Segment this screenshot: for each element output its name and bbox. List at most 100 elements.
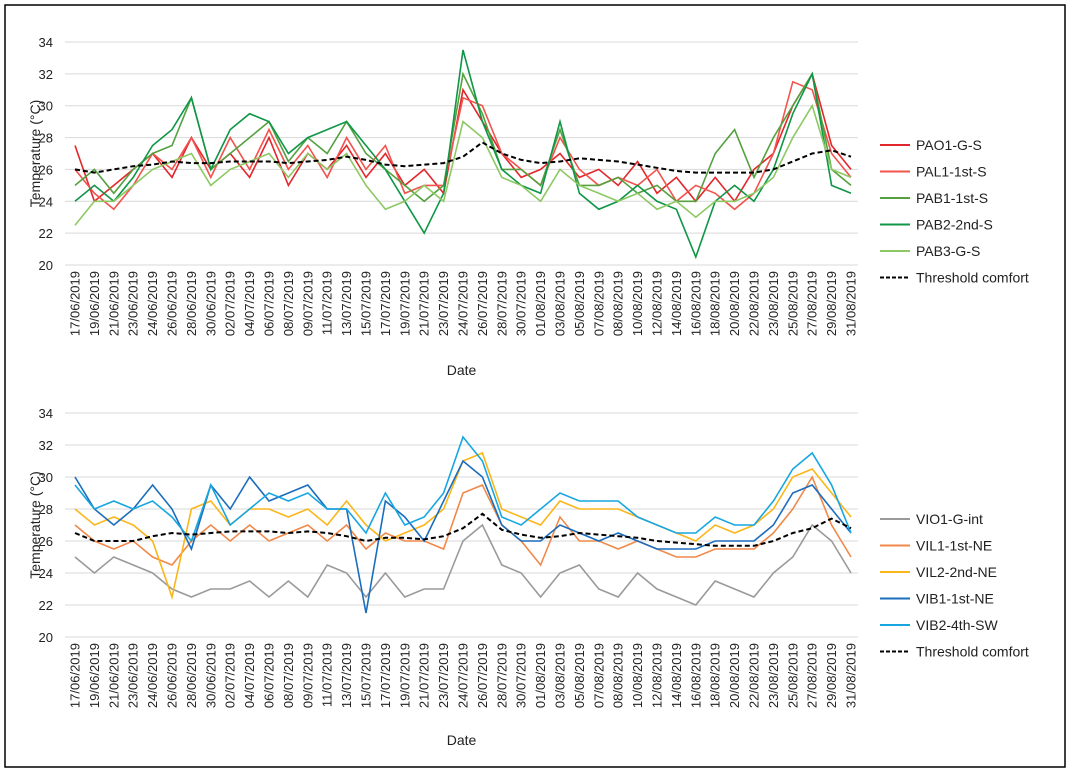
x-tick-label: 23/07/2019 [436, 271, 451, 336]
x-tick-label: 23/07/2019 [436, 643, 451, 708]
legend-label: PAO1-G-S [916, 137, 982, 153]
y-tick-label: 26 [39, 162, 53, 177]
y-tick-label: 32 [39, 67, 53, 82]
x-tick-label: 16/08/2019 [688, 271, 703, 336]
series-line [74, 523, 852, 606]
x-tick-label: 23/06/2019 [126, 643, 141, 708]
legend-label: PAB2-2nd-S [916, 217, 993, 233]
y-tick-label: 22 [39, 226, 53, 241]
x-tick-label: 26/07/2019 [475, 643, 490, 708]
y-tick-label: 24 [39, 566, 53, 581]
y-tick-label: 34 [39, 35, 53, 50]
x-tick-label: 07/08/2019 [591, 643, 606, 708]
x-tick-label: 09/07/2019 [300, 643, 315, 708]
series-line [74, 435, 852, 543]
x-tick-label: 02/07/2019 [223, 271, 238, 336]
x-tick-label: 28/07/2019 [494, 271, 509, 336]
x-tick-label: 19/07/2019 [397, 271, 412, 336]
x-tick-label: 07/08/2019 [591, 271, 606, 336]
legend-label: VIB1-1st-NE [916, 591, 994, 607]
y-tick-label: 20 [39, 258, 53, 273]
x-tick-label: 25/08/2019 [785, 271, 800, 336]
x-tick-label: 05/08/2019 [572, 643, 587, 708]
x-tick-label: 21/07/2019 [417, 271, 432, 336]
x-tick-label: 27/08/2019 [805, 643, 820, 708]
x-tick-label: 28/06/2019 [184, 643, 199, 708]
series-line [74, 49, 852, 260]
x-tick-label: 17/06/2019 [68, 271, 83, 336]
x-tick-label: 23/06/2019 [126, 271, 141, 336]
x-tick-label: 16/08/2019 [688, 643, 703, 708]
y-tick-label: 20 [39, 630, 53, 645]
x-tick-label: 21/06/2019 [106, 643, 121, 708]
x-tick-label: 26/07/2019 [475, 271, 490, 336]
series-line [74, 71, 852, 203]
x-tick-label: 05/08/2019 [572, 271, 587, 336]
x-tick-label: 17/07/2019 [378, 643, 393, 708]
x-tick-label: 04/07/2019 [242, 643, 257, 708]
y-tick-label: 34 [39, 406, 53, 421]
x-tick-label: 30/06/2019 [203, 271, 218, 336]
x-tick-label: 12/08/2019 [650, 271, 665, 336]
y-tick-label: 28 [39, 502, 53, 517]
series-line [74, 459, 852, 614]
x-tick-label: 14/08/2019 [669, 271, 684, 336]
legend-label: PAB3-G-S [916, 243, 980, 259]
x-tick-label: 24/06/2019 [145, 643, 160, 708]
x-tick-label: 25/08/2019 [785, 643, 800, 708]
x-tick-label: 06/07/2019 [262, 271, 277, 336]
x-tick-label: 08/08/2019 [611, 271, 626, 336]
legend-label: VIB2-4th-SW [916, 617, 998, 633]
legend-label: PAB1-1st-S [916, 190, 988, 206]
x-tick-label: 19/06/2019 [87, 643, 102, 708]
x-tick-label: 24/07/2019 [456, 271, 471, 336]
x-tick-label: 08/07/2019 [281, 271, 296, 336]
y-tick-label: 22 [39, 598, 53, 613]
legend-label: VIL1-1st-NE [916, 538, 992, 554]
x-tick-label: 21/06/2019 [106, 271, 121, 336]
x-tick-label: 11/07/2019 [320, 643, 335, 707]
y-tick-label: 24 [39, 194, 53, 209]
y-tick-label: 28 [39, 131, 53, 146]
x-tick-label: 19/06/2019 [87, 271, 102, 336]
x-tick-label: 23/08/2019 [766, 643, 781, 708]
y-axis-label: Temperature (°C) [27, 471, 43, 579]
x-tick-label: 03/08/2019 [553, 643, 568, 708]
x-tick-label: 26/06/2019 [165, 643, 180, 708]
x-tick-label: 22/08/2019 [747, 271, 762, 336]
x-tick-label: 29/08/2019 [824, 271, 839, 336]
threshold-line [74, 512, 852, 547]
y-tick-label: 30 [39, 99, 53, 114]
x-tick-label: 02/07/2019 [223, 643, 238, 708]
x-tick-label: 08/07/2019 [281, 643, 296, 708]
x-tick-label: 30/07/2019 [514, 643, 529, 708]
y-tick-label: 32 [39, 438, 53, 453]
x-tick-label: 17/06/2019 [68, 643, 83, 708]
x-tick-label: 22/08/2019 [747, 643, 762, 708]
x-tick-label: 29/08/2019 [824, 643, 839, 708]
x-tick-label: 10/08/2019 [630, 271, 645, 336]
x-tick-label: 12/08/2019 [650, 643, 665, 708]
x-tick-label: 13/07/2019 [339, 271, 354, 336]
x-tick-label: 20/08/2019 [727, 271, 742, 336]
x-tick-label: 31/08/2019 [844, 643, 859, 708]
legend-label: Threshold comfort [916, 270, 1029, 286]
x-axis-label: Date [447, 732, 477, 748]
y-axis-label: Temperature (°C) [27, 100, 43, 208]
x-tick-label: 17/07/2019 [378, 271, 393, 336]
x-tick-label: 27/08/2019 [805, 271, 820, 336]
x-tick-label: 14/08/2019 [669, 643, 684, 708]
x-tick-label: 31/08/2019 [844, 271, 859, 336]
x-tick-label: 01/08/2019 [533, 643, 548, 708]
threshold-line [74, 141, 852, 174]
x-tick-label: 09/07/2019 [300, 271, 315, 336]
x-tick-label: 20/08/2019 [727, 643, 742, 708]
x-tick-label: 30/06/2019 [203, 643, 218, 708]
x-tick-label: 15/07/2019 [359, 643, 374, 708]
x-tick-label: 11/07/2019 [320, 271, 335, 335]
series-line [74, 80, 852, 211]
legend-label: VIL2-2nd-NE [916, 564, 997, 580]
x-tick-label: 04/07/2019 [242, 271, 257, 336]
x-tick-label: 06/07/2019 [262, 643, 277, 708]
